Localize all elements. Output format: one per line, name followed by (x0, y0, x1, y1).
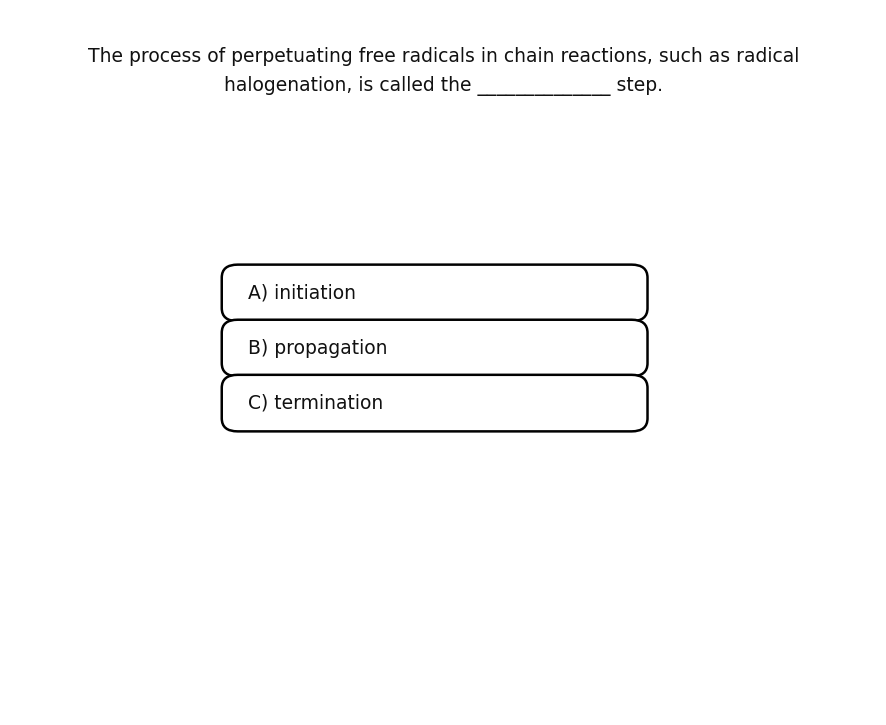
Text: halogenation, is called the ______________ step.: halogenation, is called the ____________… (224, 76, 662, 96)
FancyBboxPatch shape (222, 320, 647, 376)
Text: A) initiation: A) initiation (248, 283, 356, 302)
FancyBboxPatch shape (222, 265, 647, 321)
Text: B) propagation: B) propagation (248, 339, 387, 357)
Text: C) termination: C) termination (248, 394, 383, 413)
Text: The process of perpetuating free radicals in chain reactions, such as radical: The process of perpetuating free radical… (88, 47, 798, 66)
FancyBboxPatch shape (222, 375, 647, 431)
